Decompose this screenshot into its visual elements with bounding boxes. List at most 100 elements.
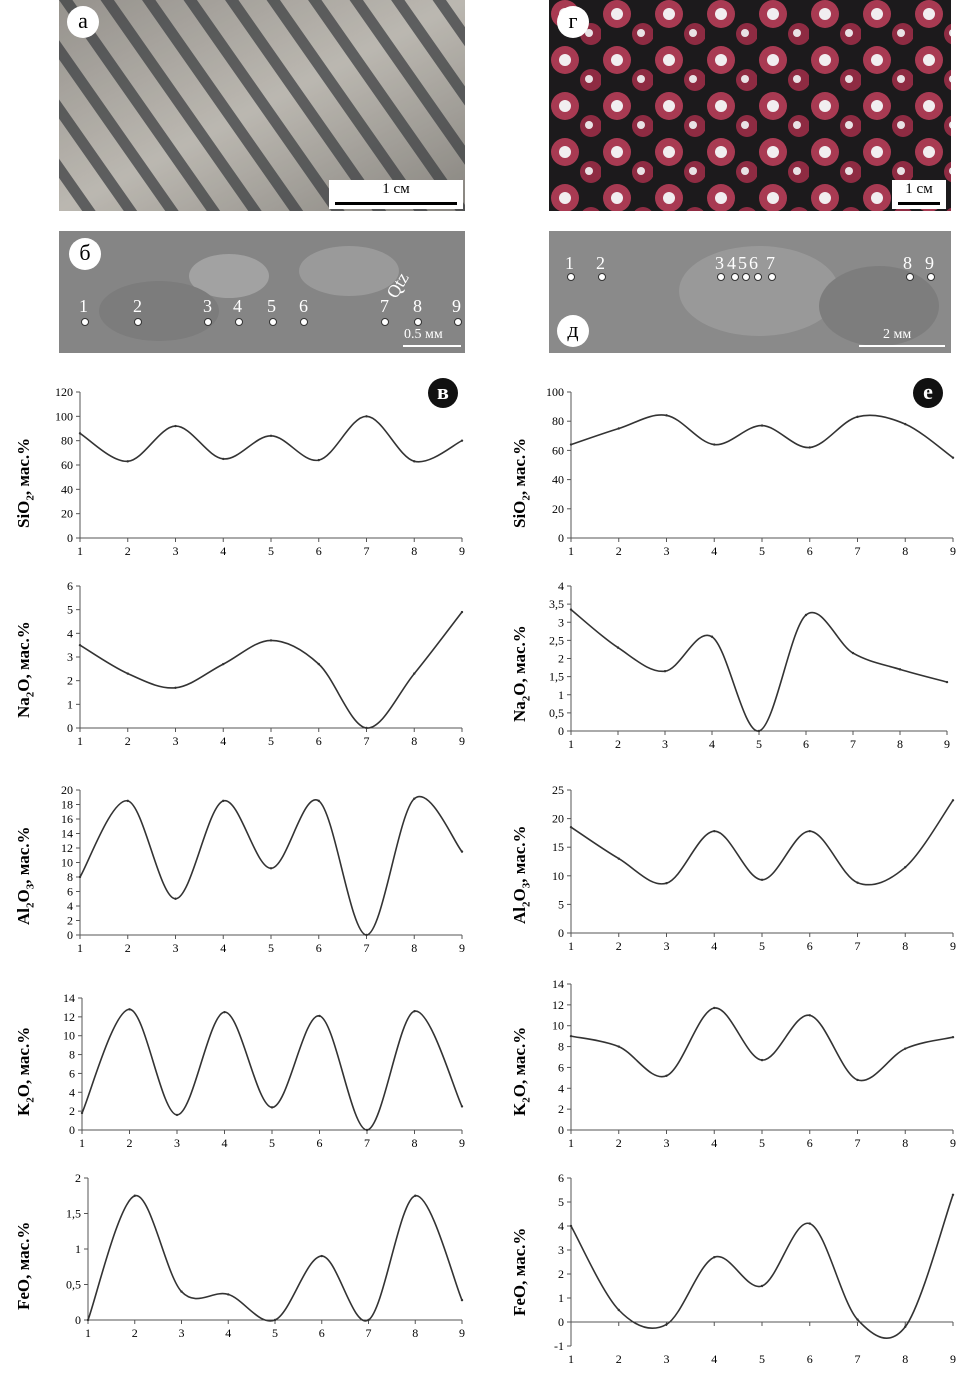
data-point [808, 1222, 811, 1225]
x-tick-label: 5 [759, 544, 765, 558]
x-tick-label: 7 [855, 544, 861, 558]
sem-d-point [598, 273, 606, 281]
x-tick-label: 1 [568, 1352, 574, 1366]
sem-b-point-label-1: 1 [79, 296, 88, 316]
data-point [804, 613, 808, 617]
y-tick-label: 5 [67, 603, 73, 617]
sem-d-point-label-1: 1 [565, 253, 574, 273]
x-tick-label: 2 [125, 941, 131, 955]
data-point [665, 1323, 668, 1326]
x-tick-label: 7 [364, 734, 370, 748]
photo-g-scalebar: 1 см [892, 180, 946, 209]
data-point [713, 829, 716, 833]
data-point [78, 432, 82, 435]
sem-d-point [742, 273, 750, 281]
sem-d-point [567, 273, 575, 281]
photo-a-label: а [67, 6, 99, 38]
y-tick-label: 4 [67, 899, 73, 913]
sem-d-point [731, 273, 739, 281]
sem-d-point [717, 273, 725, 281]
data-point [904, 1325, 907, 1328]
x-tick-label: 8 [902, 939, 908, 953]
data-point [128, 1008, 131, 1011]
y-tick-label: 10 [552, 869, 564, 883]
x-tick-label: 7 [366, 1326, 372, 1340]
x-tick-label: 4 [709, 737, 715, 751]
data-point [460, 850, 464, 853]
data-point [851, 651, 855, 655]
y-tick-label: 10 [552, 1019, 564, 1033]
y-tick-label: 3,5 [549, 597, 564, 611]
x-tick-label: 1 [77, 941, 83, 955]
photo-g-label: г [557, 6, 589, 38]
data-point [616, 646, 620, 649]
data-point [269, 639, 273, 642]
sem-b-point-label-3: 3 [203, 296, 212, 316]
y-tick-label: 1,5 [549, 670, 564, 684]
data-point [174, 424, 177, 428]
x-tick-label: 4 [711, 1136, 717, 1150]
data-point [365, 933, 368, 937]
data-point [460, 610, 464, 614]
data-point [460, 1105, 464, 1108]
y-tick-label: 80 [61, 434, 73, 448]
sem-d-point-label-9: 9 [925, 253, 934, 273]
data-point [569, 1034, 573, 1038]
y-tick-label: 0,5 [66, 1278, 81, 1292]
y-tick-label: 6 [67, 579, 73, 593]
ylabel-left-feo: FeO, мас.% [14, 1221, 33, 1310]
series-line [79, 611, 463, 729]
x-tick-label: 7 [855, 939, 861, 953]
data-point [757, 729, 761, 733]
data-point [227, 1293, 230, 1296]
data-point [126, 672, 129, 675]
data-point [460, 1298, 464, 1302]
x-tick-label: 7 [364, 1136, 370, 1150]
x-tick-label: 8 [412, 1136, 418, 1150]
x-tick-label: 2 [616, 1352, 622, 1366]
series-line [570, 608, 948, 732]
data-point [269, 434, 273, 437]
x-tick-label: 9 [459, 1136, 465, 1150]
data-point [80, 1111, 84, 1115]
chart-left-sio2: 0 20 40 60 80 100 120 1 2 3 4 5 6 7 8 9 [55, 385, 465, 558]
photo-g-texture [549, 0, 951, 211]
x-tick-label: 8 [902, 1136, 908, 1150]
x-tick-label: 6 [803, 737, 809, 751]
data-point [365, 726, 368, 730]
y-tick-label: 5 [558, 897, 564, 911]
sem-d-point-label-8: 8 [903, 253, 912, 273]
data-point [951, 799, 955, 802]
x-tick-label: 6 [807, 544, 813, 558]
x-tick-label: 9 [459, 941, 465, 955]
y-tick-label: 100 [546, 385, 564, 399]
sem-b-point [235, 318, 243, 326]
series-line [79, 795, 463, 936]
y-tick-label: 80 [552, 414, 564, 428]
y-tick-label: 0 [69, 1123, 75, 1137]
x-tick-label: 7 [855, 1136, 861, 1150]
y-tick-label: 16 [61, 812, 73, 826]
series-line [87, 1194, 463, 1322]
y-tick-label: 3 [67, 650, 73, 664]
x-tick-label: 1 [85, 1326, 91, 1340]
y-tick-label: 1 [75, 1242, 81, 1256]
data-point [856, 881, 859, 884]
x-tick-label: 6 [316, 734, 322, 748]
y-tick-label: 5 [558, 1195, 564, 1209]
x-tick-label: 6 [316, 941, 322, 955]
data-point [617, 857, 620, 860]
data-point [269, 867, 273, 870]
sem-b-scale-text: 0.5 мм [404, 327, 443, 342]
data-point [413, 1010, 416, 1013]
x-tick-label: 9 [459, 734, 465, 748]
data-point [665, 1074, 668, 1077]
x-tick-label: 5 [269, 1136, 275, 1150]
x-tick-label: 9 [459, 1326, 465, 1340]
x-tick-label: 3 [664, 939, 670, 953]
x-tick-label: 7 [364, 941, 370, 955]
sem-b-point-label-9: 9 [452, 296, 461, 316]
x-tick-label: 1 [79, 1136, 85, 1150]
sem-d-point-label-6: 6 [749, 253, 758, 273]
